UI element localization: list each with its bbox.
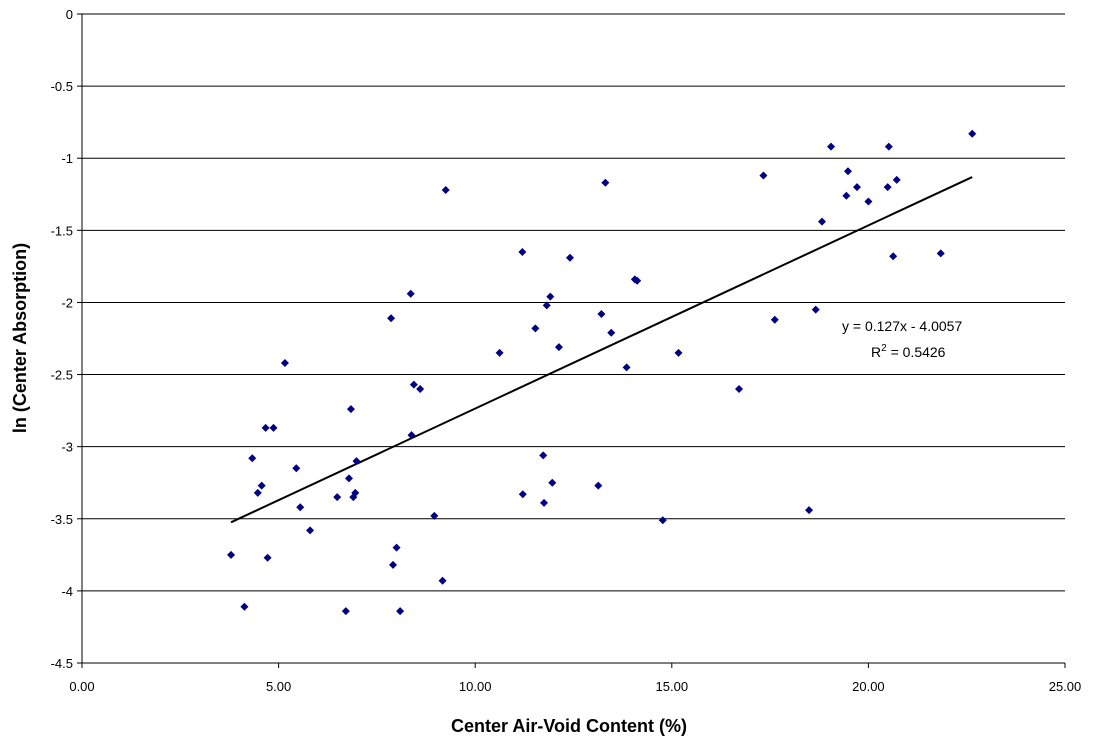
- data-point: [601, 178, 610, 187]
- x-tick-label: 25.00: [1049, 679, 1082, 694]
- data-point: [341, 607, 350, 616]
- x-tick-label: 15.00: [656, 679, 689, 694]
- y-tick-label: -4.5: [51, 656, 73, 671]
- r2-value: = 0.5426: [887, 344, 946, 360]
- x-tick-labels: 0.00 5.00 10.00 15.00 20.00 25.00: [69, 679, 1081, 694]
- data-point: [441, 185, 450, 194]
- y-tick-label: -1: [61, 151, 73, 166]
- data-point: [818, 217, 827, 226]
- data-point: [531, 324, 540, 333]
- y-tick-label: -1.5: [51, 223, 73, 238]
- data-point: [227, 550, 236, 559]
- data-point: [892, 175, 901, 184]
- data-point: [306, 526, 315, 535]
- data-point: [597, 309, 606, 318]
- data-point: [864, 197, 873, 206]
- data-point: [389, 560, 398, 569]
- data-point: [392, 543, 401, 552]
- data-point: [351, 488, 360, 497]
- data-point: [805, 506, 814, 515]
- data-point: [884, 142, 893, 151]
- data-point: [540, 498, 549, 507]
- data-point: [539, 451, 548, 460]
- data-point: [622, 363, 631, 372]
- data-point: [770, 315, 779, 324]
- data-point: [827, 142, 836, 151]
- data-point: [842, 191, 851, 200]
- data-point: [409, 380, 418, 389]
- x-tick-label: 10.00: [459, 679, 492, 694]
- y-tick-labels: 0 -0.5 -1 -1.5 -2 -2.5 -3 -3.5 -4 -4.5: [51, 7, 73, 671]
- data-point: [565, 253, 574, 262]
- trendline-r-squared: R2 = 0.5426: [871, 343, 946, 360]
- x-tick-label: 20.00: [852, 679, 885, 694]
- data-point: [518, 490, 527, 499]
- y-axis-title: ln (Center Absorption): [10, 243, 30, 433]
- data-point: [852, 183, 861, 192]
- data-point: [346, 405, 355, 414]
- y-tick-label: -2.5: [51, 368, 73, 383]
- gridlines: [82, 13, 1065, 592]
- data-point: [546, 292, 555, 301]
- data-point: [633, 276, 642, 285]
- data-point: [344, 474, 353, 483]
- data-point: [261, 423, 270, 432]
- data-point: [416, 384, 425, 393]
- data-point: [968, 129, 977, 138]
- data-point: [438, 576, 447, 585]
- data-point: [554, 343, 563, 352]
- data-point: [936, 249, 945, 258]
- y-tick-label: -0.5: [51, 79, 73, 94]
- data-point: [811, 305, 820, 314]
- data-point: [430, 511, 439, 520]
- trendline-equation: y = 0.127x - 4.0057: [842, 318, 962, 334]
- y-tick-label: -3.5: [51, 512, 73, 527]
- data-point: [883, 183, 892, 192]
- y-tick-label: -4: [61, 584, 73, 599]
- axes: [77, 13, 1066, 668]
- r2-prefix: R: [871, 344, 881, 360]
- r2-superscript: 2: [881, 343, 887, 354]
- data-point: [269, 423, 278, 432]
- y-tick-label: 0: [66, 7, 73, 22]
- data-point: [495, 348, 504, 357]
- data-point: [518, 247, 527, 256]
- data-point: [735, 384, 744, 393]
- x-tick-label: 0.00: [69, 679, 94, 694]
- data-point: [759, 171, 768, 180]
- data-point: [253, 488, 262, 497]
- data-point: [548, 478, 557, 487]
- data-point: [333, 493, 342, 502]
- data-point: [396, 607, 405, 616]
- data-point: [658, 516, 667, 525]
- x-tick-label: 5.00: [266, 679, 291, 694]
- data-point: [280, 359, 289, 368]
- trendline-group: [230, 176, 973, 524]
- data-point: [407, 431, 416, 440]
- trendline: [230, 176, 973, 524]
- data-point: [296, 503, 305, 512]
- y-tick-label: -3: [61, 440, 73, 455]
- data-point: [843, 167, 852, 176]
- data-point: [674, 348, 683, 357]
- y-tick-label: -2: [61, 295, 73, 310]
- data-point: [352, 457, 361, 466]
- x-axis-title: Center Air-Void Content (%): [451, 716, 687, 736]
- data-point: [263, 553, 272, 562]
- data-point: [257, 481, 266, 490]
- data-point: [248, 454, 257, 463]
- data-point: [387, 314, 396, 323]
- data-point: [889, 252, 898, 261]
- data-point: [406, 289, 415, 298]
- data-point: [594, 481, 603, 490]
- data-point: [542, 301, 551, 310]
- data-points: [227, 129, 977, 616]
- data-point: [607, 328, 616, 337]
- data-point: [292, 464, 301, 473]
- data-point: [240, 602, 249, 611]
